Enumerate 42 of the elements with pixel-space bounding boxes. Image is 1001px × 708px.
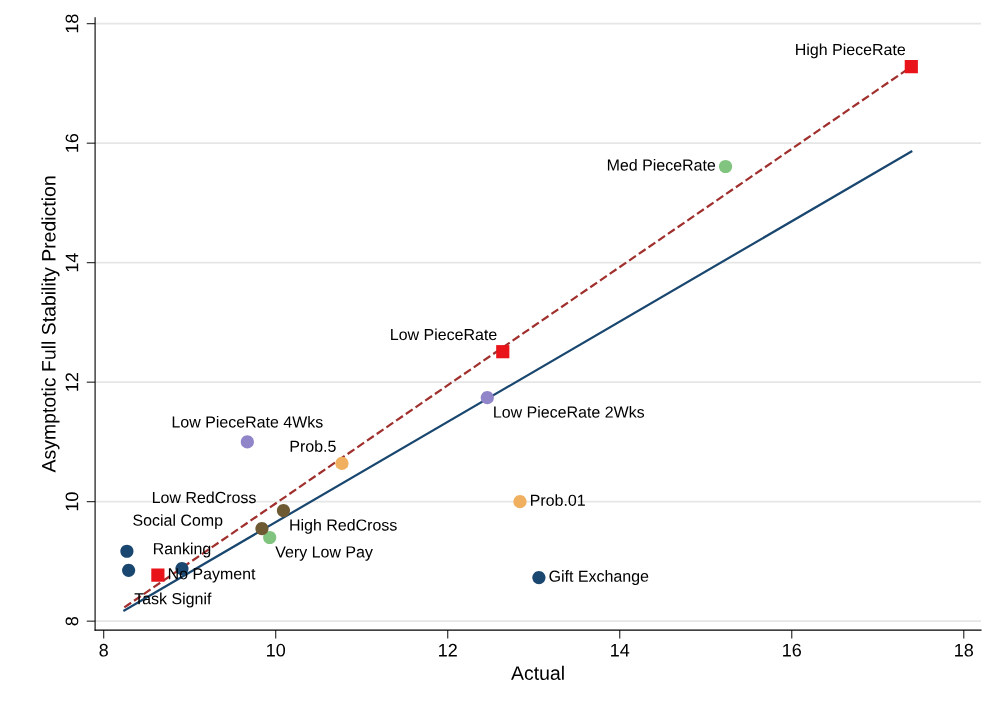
x-tick-label: 18 — [955, 643, 974, 657]
x-tick-label: 12 — [439, 643, 457, 657]
annotation: Low PieceRate 4Wks — [172, 415, 323, 428]
point — [335, 456, 349, 471]
point — [496, 345, 510, 359]
annotation: Social Comp — [133, 514, 223, 530]
x-tick-label: 10 — [267, 643, 286, 657]
annotation: High PieceRate — [796, 43, 906, 59]
x-tick-label: 8 — [99, 643, 108, 657]
annotation: Low PieceRate — [391, 328, 497, 341]
point — [276, 504, 291, 518]
x-axis-title: Actual — [511, 665, 564, 680]
y-tick-label: 8 — [65, 616, 79, 626]
y-tick-label: 18 — [65, 14, 79, 33]
x-tick-label: 16 — [783, 643, 802, 657]
annotation: No Payment — [168, 568, 256, 583]
annotation: Prob.5 — [290, 440, 336, 452]
y-axis-title: Asymptotic Full Stability Prediction — [41, 176, 60, 473]
annotation: Low PieceRate 2Wks — [494, 406, 645, 418]
point — [532, 570, 546, 585]
point — [151, 568, 165, 582]
point — [255, 521, 269, 536]
point — [263, 530, 277, 545]
y-tick-label: 16 — [65, 133, 79, 152]
annotation: Low RedCross — [152, 491, 256, 504]
point — [240, 435, 254, 449]
point — [122, 563, 136, 577]
point — [480, 391, 494, 405]
y-tick-label: 12 — [65, 373, 79, 391]
annotation: Very Low Pay — [275, 546, 373, 561]
x-tick-label: 14 — [611, 643, 630, 657]
point — [513, 495, 527, 509]
y-tick-label: 10 — [65, 492, 79, 511]
point — [718, 159, 733, 174]
y-tick-label: 14 — [65, 253, 79, 272]
annotation: Prob.01 — [531, 494, 585, 506]
annotation: High RedCross — [290, 518, 397, 534]
annotation: Gift Exchange — [549, 570, 649, 585]
point — [904, 60, 918, 74]
annotation: Med PieceRate — [607, 159, 716, 171]
annotation: Ranking — [153, 542, 211, 558]
point — [120, 544, 134, 558]
